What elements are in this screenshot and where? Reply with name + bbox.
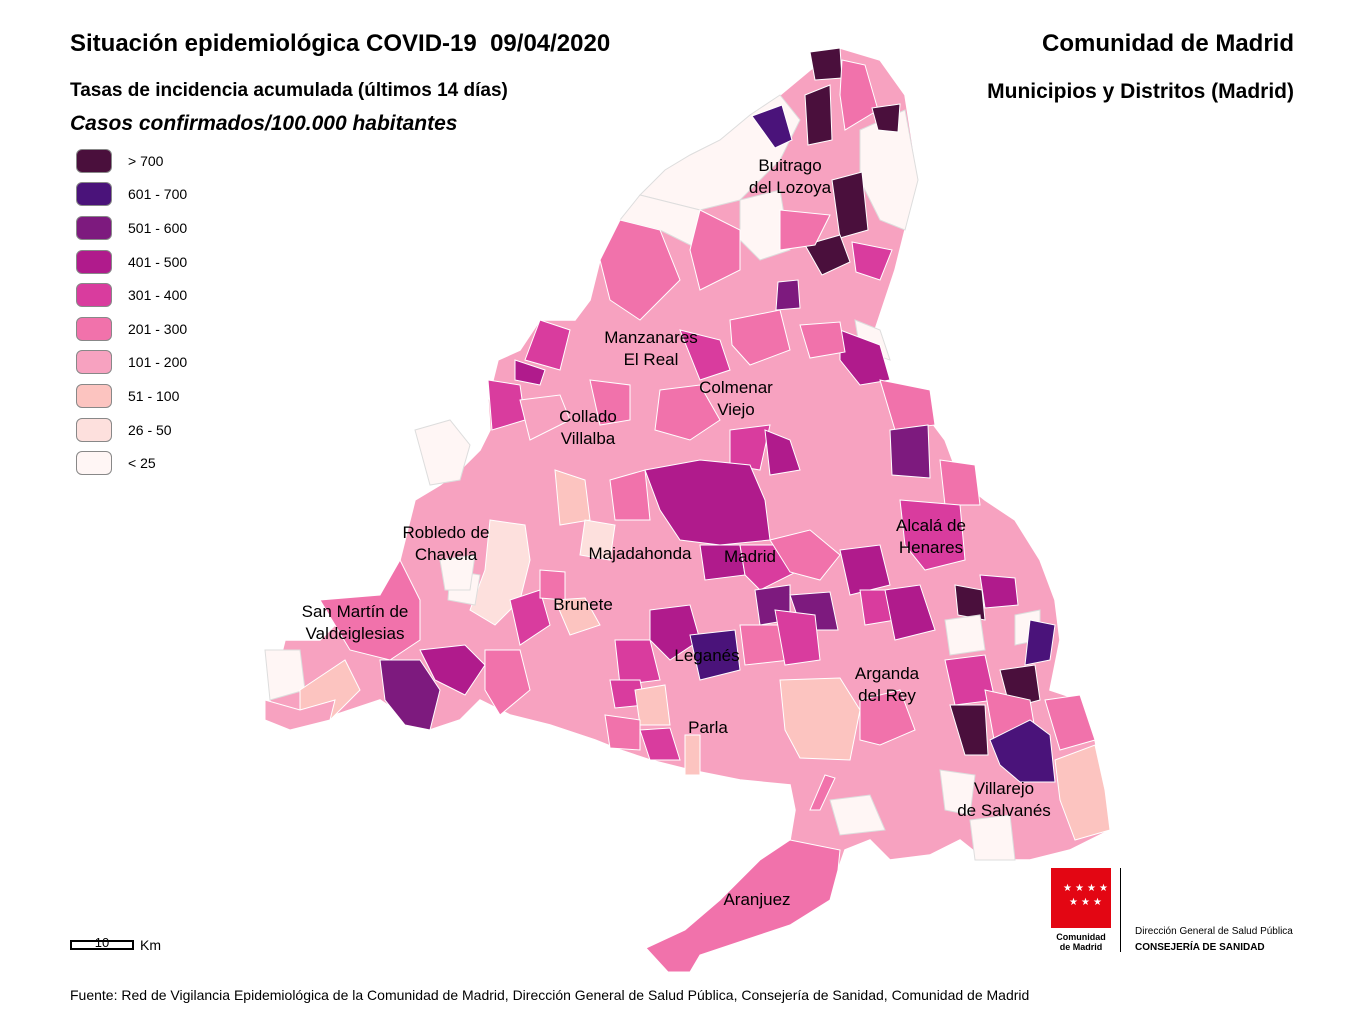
municipality-polygons <box>264 47 1111 973</box>
legend-item: 601 - 700 <box>76 178 187 212</box>
place-label: Leganés <box>674 646 740 665</box>
place-label: Majadahonda <box>588 544 692 563</box>
place-label: Villarejo de Salvanés <box>957 779 1051 820</box>
legend-label: 601 - 700 <box>128 186 188 203</box>
map-scope: Municipios y Distritos (Madrid) <box>987 80 1294 103</box>
legend-swatch <box>76 417 112 442</box>
legend-item: 201 - 300 <box>76 312 187 346</box>
logo-text: Dirección General de Salud Pública CONSE… <box>1135 924 1293 956</box>
legend-swatch <box>76 215 112 240</box>
scale-bar-box: 10 <box>70 936 134 950</box>
map-subtitle-units: Casos confirmados/100.000 habitantes <box>70 112 458 135</box>
legend-item: > 700 <box>76 144 187 178</box>
scale-unit: Km <box>140 937 161 953</box>
logo-line1: Dirección General de Salud Pública <box>1135 926 1293 937</box>
logo-block: ★ ★ ★ ★ ★ ★ ★ Comunidad de Madrid Direcci… <box>1048 868 1293 956</box>
place-label: Parla <box>688 718 728 737</box>
legend-label: > 700 <box>128 152 164 169</box>
legend-label: 401 - 500 <box>128 253 188 270</box>
scale-value: 10 <box>94 935 110 950</box>
logo-line2: CONSEJERÍA DE SANIDAD <box>1135 942 1265 953</box>
legend-swatch <box>76 350 112 375</box>
place-label: Arganda del Rey <box>854 664 920 705</box>
place-label: Buitrago del Lozoya <box>748 156 832 197</box>
madrid-flag-icon: ★ ★ ★ ★ ★ ★ ★ <box>1051 868 1111 928</box>
place-label: Aranjuez <box>723 890 791 909</box>
legend-item: 101 - 200 <box>76 346 187 380</box>
legend-label: < 25 <box>128 455 156 472</box>
legend-label: 101 - 200 <box>128 354 188 371</box>
source-note: Fuente: Red de Vigilancia Epidemiológica… <box>70 987 1030 1003</box>
place-label: Colmenar Viejo <box>699 378 773 419</box>
legend-label: 51 - 100 <box>128 387 180 404</box>
scale-bar: 10 Km <box>70 936 161 953</box>
logo-divider <box>1120 868 1121 952</box>
place-label: Alcalá de Henares <box>896 516 966 557</box>
place-label: Robledo de Chavela <box>402 523 490 564</box>
legend-item: 501 - 600 <box>76 211 187 245</box>
place-label: San Martín de Valdeiglesias <box>301 602 409 643</box>
legend-swatch <box>76 249 112 274</box>
comunidad-madrid-logo: ★ ★ ★ ★ ★ ★ ★ Comunidad de Madrid <box>1048 868 1114 952</box>
legend-item: 401 - 500 <box>76 245 187 279</box>
legend-item: 301 - 400 <box>76 278 187 312</box>
legend-item: 51 - 100 <box>76 379 187 413</box>
legend-label: 26 - 50 <box>128 421 172 438</box>
legend-item: < 25 <box>76 446 187 480</box>
place-label: Manzanares El Real <box>604 328 698 369</box>
legend-swatch <box>76 148 112 173</box>
map-title: Situación epidemiológica COVID-19 09/04/… <box>70 30 611 57</box>
legend-swatch <box>76 316 112 341</box>
place-label: Madrid <box>724 547 776 566</box>
map-subtitle-rate: Tasas de incidencia acumulada (últimos 1… <box>70 80 508 101</box>
legend: > 700 601 - 700 501 - 600 401 - 500 301 - 40… <box>76 144 187 480</box>
legend-swatch <box>76 451 112 476</box>
legend-label: 201 - 300 <box>128 320 188 337</box>
legend-swatch <box>76 182 112 207</box>
legend-item: 26 - 50 <box>76 413 187 447</box>
legend-label: 301 - 400 <box>128 287 188 304</box>
legend-swatch <box>76 383 112 408</box>
legend-label: 501 - 600 <box>128 219 188 236</box>
logo-name: Comunidad de Madrid <box>1056 932 1106 952</box>
place-label: Collado Villalba <box>559 407 617 448</box>
region-name: Comunidad de Madrid <box>1042 30 1294 57</box>
legend-swatch <box>76 283 112 308</box>
place-label: Brunete <box>553 595 613 614</box>
